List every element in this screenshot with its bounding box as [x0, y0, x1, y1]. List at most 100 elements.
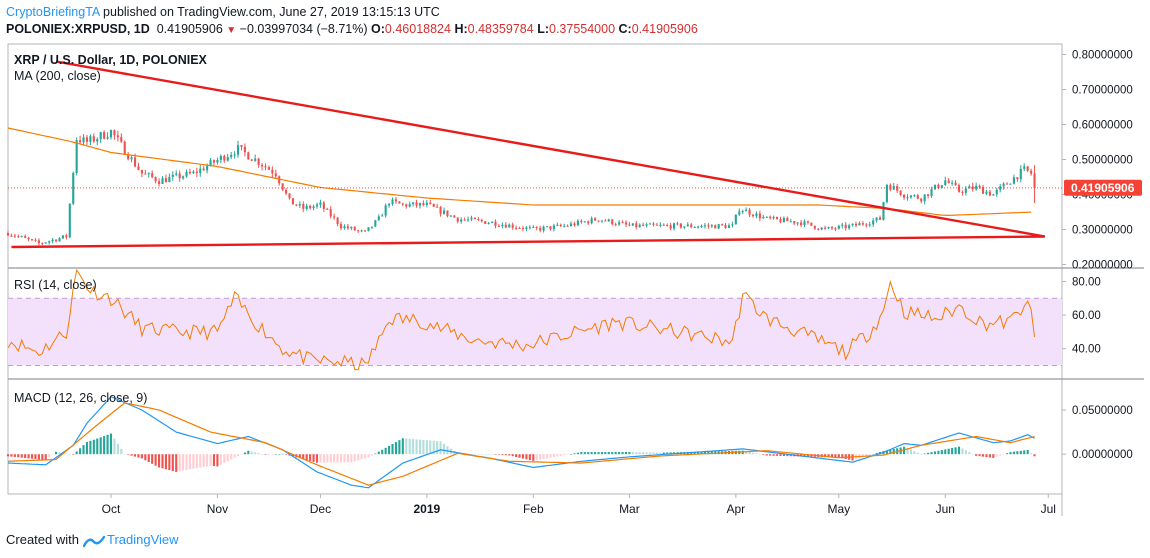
- candle-body: [964, 188, 967, 193]
- macd-histogram-bar: [353, 454, 356, 462]
- macd-histogram-bar: [164, 454, 167, 470]
- candle-body: [491, 221, 494, 223]
- candle-body: [992, 194, 995, 196]
- ma200-line: [7, 127, 1032, 217]
- candle-body: [147, 173, 150, 175]
- macd-histogram-bar: [563, 454, 566, 456]
- candle-body: [305, 205, 308, 209]
- macd-histogram-bar: [927, 452, 930, 455]
- candle-body: [333, 216, 336, 218]
- candle-body: [1026, 166, 1029, 171]
- candle-body: [216, 159, 219, 163]
- publish-info: published on TradingView.com, June 27, 2…: [99, 5, 440, 19]
- candle-body: [96, 139, 99, 142]
- macd-histogram-bar: [559, 454, 562, 456]
- candle-body: [439, 206, 442, 214]
- candle-body: [199, 168, 202, 174]
- candle-body: [968, 186, 971, 189]
- macd-histogram-bar: [309, 454, 312, 461]
- candle-body: [44, 242, 47, 244]
- macd-histogram-bar: [267, 454, 270, 455]
- candle-body: [782, 217, 785, 223]
- candle-body: [422, 203, 425, 205]
- candle-body: [604, 220, 607, 222]
- x-tick-label: Jul: [1041, 502, 1056, 516]
- candle-body: [631, 223, 634, 226]
- macd-histogram-bar: [72, 454, 75, 455]
- macd-histogram-bar: [130, 454, 133, 456]
- macd-histogram-bar: [903, 446, 906, 455]
- candle-body: [779, 219, 782, 223]
- candle-body: [99, 132, 102, 140]
- candle-body: [769, 216, 772, 219]
- candle-body: [260, 164, 264, 167]
- candle-body: [302, 204, 305, 209]
- macd-histogram-bar: [597, 452, 600, 455]
- macd-histogram-bar: [906, 448, 909, 455]
- macd-histogram-bar: [418, 439, 422, 455]
- candle-body: [813, 225, 816, 229]
- candle-body: [319, 202, 322, 205]
- macd-histogram-bar: [381, 449, 384, 455]
- macd-histogram-bar: [1009, 452, 1012, 455]
- candle-body: [727, 225, 731, 228]
- macd-histogram-bar: [1033, 454, 1036, 457]
- x-tick-label: Mar: [619, 502, 640, 516]
- price-tick-label: 0.30000000: [1072, 225, 1133, 237]
- macd-histogram-bar: [415, 439, 418, 455]
- candle-body: [995, 189, 998, 195]
- candle-body: [360, 230, 363, 232]
- macd-histogram-bar: [480, 453, 483, 455]
- macd-histogram-bar: [930, 452, 933, 455]
- candle-body: [1033, 173, 1036, 188]
- macd-histogram-bar: [374, 453, 377, 455]
- author-name[interactable]: CryptoBriefingTA: [6, 5, 100, 19]
- candle-body: [545, 226, 549, 228]
- plot-frame: [7, 43, 1063, 495]
- candle-body: [844, 224, 847, 229]
- candle-body: [212, 160, 216, 163]
- candle-body: [679, 223, 682, 228]
- price-tick-label: 0.20000000: [1072, 260, 1133, 272]
- macd-histogram-bar: [230, 454, 233, 460]
- macd-histogram-bar: [34, 454, 37, 460]
- candle-body: [164, 178, 167, 183]
- candle-body: [470, 217, 473, 220]
- candle-body: [106, 137, 109, 139]
- macd-histogram-bar: [99, 437, 102, 455]
- rsi-line: [7, 268, 1035, 371]
- candle-body: [85, 137, 89, 142]
- macd-histogram-bar: [648, 452, 652, 455]
- candle-body: [594, 218, 597, 221]
- candle-body: [515, 227, 518, 229]
- candle-body: [810, 222, 813, 226]
- macd-histogram-bar: [195, 454, 198, 469]
- tradingview-brand[interactable]: TradingView: [106, 532, 179, 548]
- close-label: C:: [618, 22, 632, 36]
- candle-body: [951, 182, 954, 184]
- macd-histogram-bar: [607, 451, 610, 455]
- candle-body: [721, 224, 724, 226]
- candle-body: [312, 206, 315, 209]
- macd-histogram-bar: [41, 454, 44, 460]
- candle-body: [906, 197, 909, 199]
- macd-histogram-bar: [528, 454, 531, 461]
- macd-histogram-bar: [889, 449, 892, 455]
- candle-body: [1009, 183, 1012, 185]
- candle-body: [206, 165, 209, 171]
- macd-histogram-bar: [765, 454, 768, 456]
- macd-histogram-bar: [408, 438, 411, 455]
- candle-body: [566, 225, 569, 227]
- macd-histogram-bar: [645, 452, 648, 455]
- candle-body: [151, 173, 154, 178]
- last-price-tag-bg: [1064, 179, 1142, 196]
- macd-histogram-bar: [20, 454, 23, 458]
- macd-histogram-bar: [995, 454, 998, 457]
- macd-histogram-bar: [487, 454, 490, 455]
- macd-histogram-bar: [175, 454, 178, 472]
- candle-body: [51, 239, 54, 242]
- candle-body: [576, 220, 579, 226]
- candle-body: [734, 214, 737, 225]
- candle-body: [793, 221, 796, 224]
